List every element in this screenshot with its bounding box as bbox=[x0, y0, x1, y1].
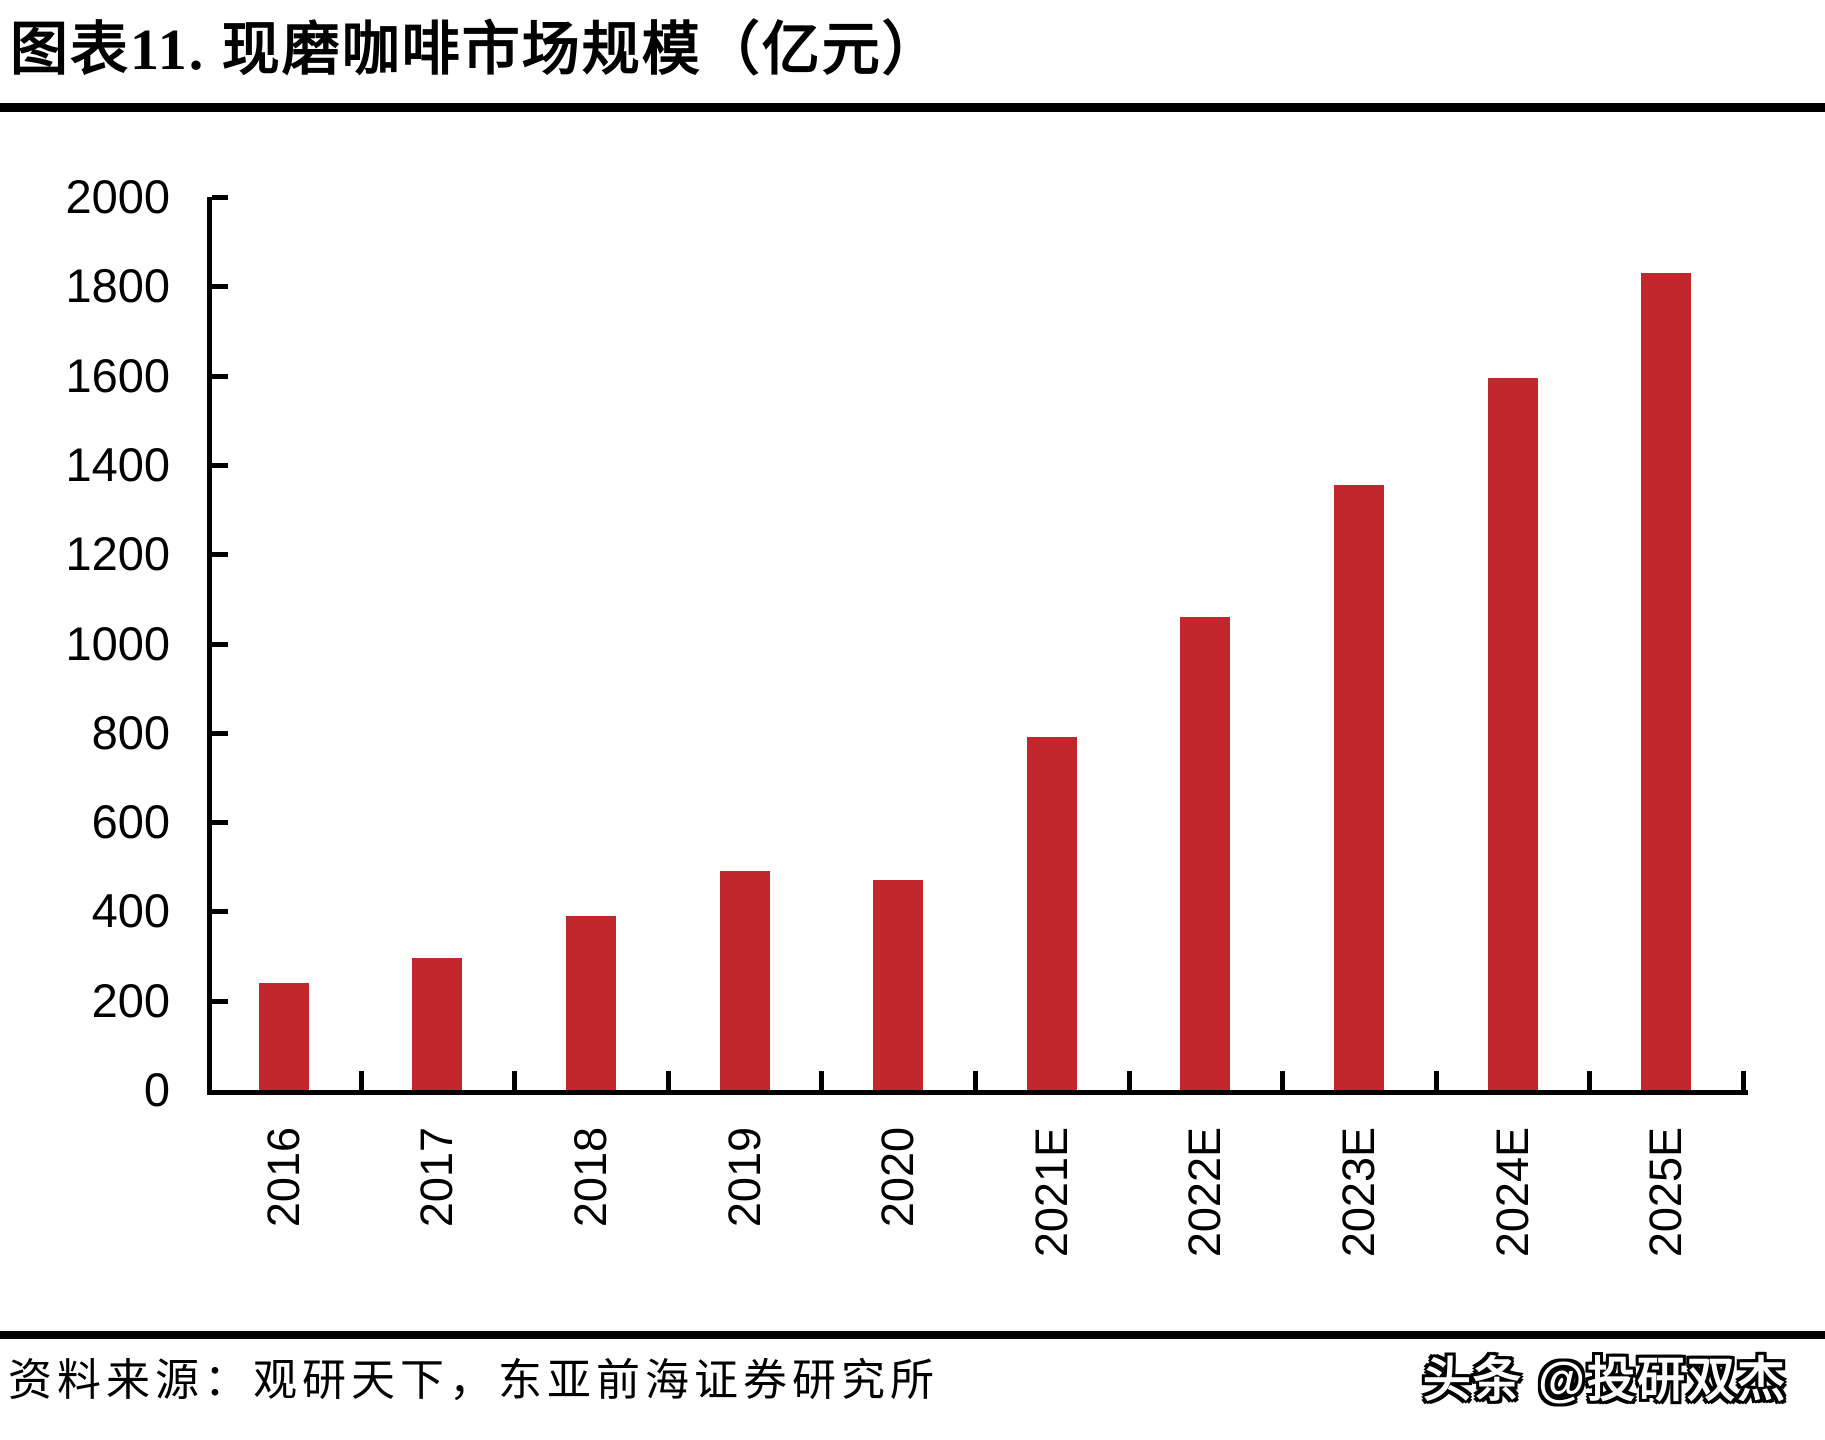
bar bbox=[258, 982, 309, 1090]
x-category-label: 2020 bbox=[872, 1127, 924, 1228]
x-tick bbox=[1587, 1071, 1593, 1090]
title-divider-line bbox=[0, 103, 1825, 112]
x-tick bbox=[1280, 1071, 1286, 1090]
bar bbox=[1180, 616, 1231, 1090]
y-axis-line bbox=[207, 197, 212, 1095]
x-category-label: 2017 bbox=[411, 1127, 463, 1228]
bar bbox=[1026, 737, 1077, 1090]
y-tick-label: 1600 bbox=[65, 348, 170, 402]
bar bbox=[873, 880, 924, 1090]
y-tick bbox=[212, 462, 228, 468]
x-category-label: 2019 bbox=[718, 1127, 770, 1228]
y-tick bbox=[212, 909, 228, 915]
bar bbox=[719, 871, 770, 1090]
x-category-label: 2023E bbox=[1333, 1127, 1384, 1258]
y-tick-label: 1800 bbox=[65, 259, 170, 313]
bar bbox=[412, 958, 463, 1090]
x-category-label: 2022E bbox=[1179, 1127, 1231, 1258]
y-tick bbox=[212, 820, 228, 826]
y-tick bbox=[212, 284, 228, 290]
x-category-label: 2024E bbox=[1486, 1127, 1538, 1258]
source-attribution: 资料来源：观研天下，东亚前海证券研究所 bbox=[8, 1356, 939, 1405]
y-tick bbox=[212, 552, 228, 558]
bar bbox=[566, 915, 616, 1090]
x-category-label: 2016 bbox=[257, 1127, 309, 1228]
bar bbox=[1641, 272, 1692, 1090]
y-tick-label: 1000 bbox=[65, 616, 170, 670]
x-category-label: 2018 bbox=[565, 1127, 616, 1228]
y-tick bbox=[212, 730, 228, 736]
footer-divider-line bbox=[0, 1331, 1825, 1339]
y-tick-label: 1400 bbox=[65, 437, 170, 491]
y-tick-label: 2000 bbox=[65, 170, 170, 223]
y-tick-label: 1200 bbox=[65, 527, 170, 581]
y-tick bbox=[212, 641, 228, 647]
x-tick bbox=[1126, 1071, 1132, 1090]
y-tick bbox=[212, 195, 228, 200]
y-tick bbox=[212, 998, 228, 1004]
x-tick bbox=[973, 1071, 978, 1090]
x-category-label: 2025E bbox=[1640, 1127, 1692, 1258]
x-axis-line bbox=[207, 1090, 1748, 1095]
bar bbox=[1334, 484, 1384, 1090]
y-tick bbox=[212, 373, 228, 379]
x-tick bbox=[665, 1071, 671, 1090]
x-tick bbox=[358, 1071, 364, 1090]
x-tick bbox=[1433, 1071, 1439, 1090]
figure-title: 图表11. 现磨咖啡市场规模（亿元） bbox=[10, 17, 942, 82]
y-tick-label: 800 bbox=[91, 705, 170, 759]
y-tick-label: 0 bbox=[143, 1063, 170, 1116]
y-tick-label: 200 bbox=[91, 973, 170, 1027]
x-tick bbox=[1741, 1071, 1746, 1090]
y-tick-label: 400 bbox=[91, 884, 170, 938]
x-category-label: 2021E bbox=[1025, 1127, 1077, 1258]
x-tick bbox=[512, 1071, 518, 1090]
x-tick bbox=[819, 1071, 825, 1090]
watermark-text: 头条 @投研双杰 bbox=[1422, 1354, 1787, 1407]
bar bbox=[1487, 377, 1538, 1090]
y-tick-label: 600 bbox=[91, 795, 170, 849]
